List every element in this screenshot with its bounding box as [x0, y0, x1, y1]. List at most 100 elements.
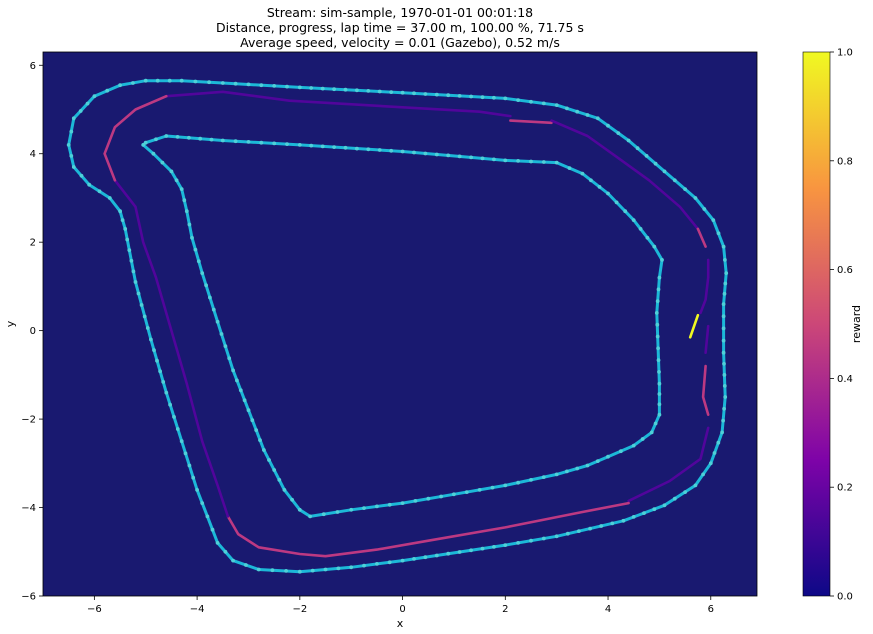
plot-layer [66, 78, 729, 574]
outer-track-border-marker [85, 101, 90, 106]
outer-track-border-marker [66, 143, 71, 147]
inner-track-border-marker [242, 398, 247, 403]
outer-track-border-marker [131, 81, 135, 85]
inner-track-border-marker [231, 368, 236, 373]
outer-track-border-marker [195, 488, 200, 492]
outer-track-border-marker [179, 439, 184, 444]
inner-track-border-marker [320, 144, 325, 149]
outer-track-border-marker [457, 550, 462, 554]
inner-track-border-marker [654, 311, 659, 315]
outer-track-border-marker [285, 84, 289, 89]
outer-track-border-marker [721, 338, 726, 343]
outer-track-border-marker [200, 501, 205, 505]
outer-track-border-marker [210, 527, 215, 532]
outer-track-border-marker [168, 402, 173, 407]
outer-track-border-marker [387, 560, 392, 565]
inner-track-border-marker [503, 158, 508, 163]
racing-line-segment-5 [688, 313, 700, 339]
outer-track-border-marker [492, 95, 496, 100]
inner-track-border-marker [585, 463, 590, 468]
outer-track-border-marker [205, 514, 210, 519]
outer-track-border-marker [215, 541, 220, 545]
inner-track-border-marker [503, 483, 508, 488]
inner-track-border-marker [645, 235, 650, 240]
y-tick-label: −6 [21, 592, 36, 603]
inner-track-border-marker [439, 494, 443, 499]
inner-track-border-marker [464, 490, 469, 494]
outer-track-border-marker [155, 358, 159, 363]
inner-track-border-marker [198, 136, 203, 141]
inner-track-border-marker [653, 421, 658, 426]
outer-track-border-marker [708, 461, 713, 466]
outer-track-border-marker [720, 430, 724, 435]
outer-track-border-marker [320, 86, 325, 91]
outer-track-border-marker [724, 271, 729, 275]
outer-track-border-marker [722, 291, 727, 296]
inner-track-border-marker [529, 478, 533, 482]
outer-track-border-marker [565, 531, 570, 536]
inner-track-border-marker [175, 135, 180, 139]
outer-track-border-marker [97, 189, 102, 194]
outer-track-border-marker [297, 569, 302, 574]
inner-track-border-marker [649, 430, 654, 435]
outer-track-border-marker [716, 231, 721, 236]
inner-track-border-marker [640, 437, 645, 441]
inner-track-border-marker [182, 198, 187, 203]
outer-track-border-marker [172, 415, 176, 419]
inner-track-border-marker [469, 155, 473, 160]
colorbar-tick-label: 1.0 [837, 48, 853, 59]
inner-track-border-marker [187, 222, 192, 227]
inner-track-border-marker [606, 454, 610, 459]
outer-track-border-marker [626, 138, 631, 143]
outer-track-border-marker [693, 483, 698, 488]
inner-track-border-marker [413, 499, 418, 503]
inner-track-border-marker [187, 135, 191, 140]
inner-track-border-marker [227, 356, 232, 361]
colorbar-tick-label: 0.0 [837, 592, 853, 603]
outer-track-border-marker [69, 129, 74, 134]
outer-track-border-marker [621, 518, 626, 523]
outer-track-border-marker [355, 88, 359, 93]
outer-track-border-marker [721, 326, 726, 331]
inner-track-border-marker [259, 140, 264, 145]
outer-track-border-marker [129, 258, 134, 263]
inner-track-border-marker [377, 148, 382, 152]
outer-track-border-marker [446, 551, 451, 556]
y-tick-label: 0 [30, 326, 36, 337]
inner-track-border-marker [480, 156, 485, 161]
outer-track-border-marker [377, 89, 382, 94]
inner-track-border-marker [362, 506, 366, 510]
outer-track-border-marker [149, 337, 153, 342]
outer-track-border-marker [231, 558, 236, 563]
outer-track-border-marker [712, 451, 717, 455]
inner-track-border-marker [141, 143, 146, 147]
outer-track-border-marker [595, 116, 600, 121]
inner-track-border-marker [151, 151, 156, 156]
outer-track-border-marker [711, 218, 716, 223]
outer-track-border-marker [164, 390, 169, 395]
outer-track-border-marker [423, 555, 428, 560]
inner-track-border-marker [400, 149, 405, 154]
y-tick-label: −4 [21, 503, 36, 514]
outer-track-border-marker [662, 169, 667, 174]
inner-track-border-marker [623, 209, 628, 214]
outer-track-border-marker [193, 79, 198, 84]
outer-track-border-marker [575, 109, 580, 114]
plot-background [43, 52, 757, 596]
outer-track-border-marker [529, 99, 533, 104]
inner-track-border-marker [477, 488, 482, 492]
inner-track-border-marker [652, 244, 657, 249]
inner-track-border-marker [250, 418, 255, 423]
chart-title-line-3: Average speed, velocity = 0.01 (Gazebo),… [240, 35, 560, 50]
inner-track-border-marker [184, 209, 189, 214]
inner-track-border-marker [290, 497, 294, 502]
outer-track-border-marker [118, 83, 122, 88]
outer-track-border-marker [672, 496, 677, 501]
inner-track-border-marker [638, 227, 643, 231]
outer-track-border-marker [721, 314, 726, 319]
inner-track-border-marker [179, 187, 184, 192]
inner-track-border-marker [143, 140, 148, 145]
inner-track-border-marker [387, 502, 392, 507]
inner-track-border-marker [366, 147, 371, 152]
inner-track-border-marker [190, 235, 194, 240]
